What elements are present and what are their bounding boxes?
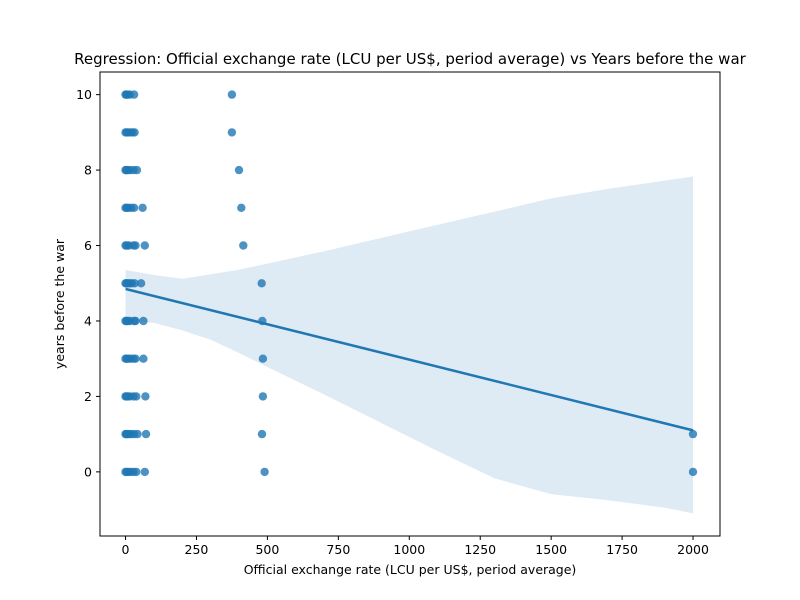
y-tick-label: 4 [84,313,92,328]
data-point [131,354,140,363]
data-point [132,467,141,477]
plot-area [121,90,698,514]
data-point [132,392,141,401]
data-point [227,90,237,99]
plot-frame [99,71,721,537]
confidence-band [125,176,693,514]
x-tick-label: 2000 [677,542,709,557]
x-axis-label: Official exchange rate (LCU per US$, per… [244,562,577,577]
data-point [257,279,266,288]
x-tick-label: 1750 [606,542,638,557]
data-point [138,203,147,212]
regression-line [125,287,694,432]
data-point [136,279,146,288]
y-tick-label: 10 [76,87,92,102]
data-point [133,429,142,439]
y-tick-label: 6 [84,238,92,253]
data-point [131,241,140,250]
y-tick-label: 2 [84,389,92,404]
data-point [140,467,149,477]
y-tick-label: 0 [84,464,92,479]
y-axis: 0 2 4 6 8 10 [76,87,100,479]
data-point [131,316,140,326]
x-tick-label: 1250 [464,542,496,557]
data-point [130,128,139,137]
data-point [688,429,698,439]
data-point [234,165,244,175]
chart-title: Regression: Official exchange rate (LCU … [74,50,746,68]
data-point [139,316,148,326]
x-tick-label: 500 [255,542,279,557]
data-point [141,392,150,401]
data-point [129,203,139,212]
x-tick-label: 0 [122,542,130,557]
x-axis: 0 250 500 750 1000 1250 1500 1750 2000 [122,536,709,557]
data-point [130,279,139,288]
data-point [688,467,698,477]
data-point [139,354,148,363]
data-point [258,354,268,363]
data-point [140,241,149,250]
data-point [239,241,248,250]
data-point [260,467,269,477]
data-point [132,165,142,175]
x-tick-label: 1000 [393,542,425,557]
y-tick-label: 8 [84,163,92,178]
data-point [129,90,139,99]
x-tick-label: 1500 [535,542,567,557]
y-axis-label: years before the war [52,238,67,369]
x-tick-label: 250 [185,542,209,557]
x-tick-label: 750 [326,542,350,557]
data-point [237,203,246,212]
data-point [141,429,151,439]
data-point [227,128,237,137]
data-point [257,429,267,439]
data-point [258,392,268,401]
